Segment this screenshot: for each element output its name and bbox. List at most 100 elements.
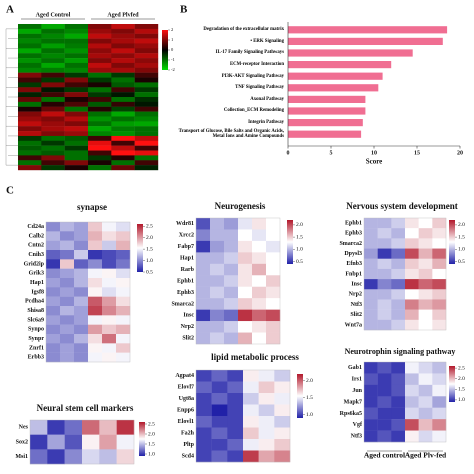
colorbar-tick-label: 1 (171, 37, 173, 42)
heatmap-cell (116, 334, 131, 344)
colorbar-tick-label: -1 (171, 57, 175, 62)
heatmap-cell (391, 258, 406, 270)
heatmap-cell (41, 97, 65, 103)
heatmap-cell (88, 38, 112, 44)
heatmap-cell (266, 252, 281, 265)
heatmap-cell (111, 28, 135, 34)
heatmap-cell (18, 62, 42, 68)
heatmap-cell (18, 116, 42, 122)
row-label: Slit2 (182, 336, 194, 342)
heatmap-cell (102, 268, 117, 279)
row-label: Enpp6 (177, 408, 194, 414)
heatmap-cell (405, 362, 419, 374)
heatmap-frame (29, 419, 135, 465)
heatmap-cell (64, 24, 89, 30)
heatmap-cell (64, 62, 89, 68)
heatmap-cell (88, 240, 103, 251)
heatmap-cell (196, 381, 212, 394)
heatmap-cell (134, 126, 159, 132)
heatmap-cell (64, 58, 89, 64)
row-label: Elovl7 (178, 385, 194, 391)
heatmap-cell (41, 33, 65, 39)
heatmap-cell (88, 231, 103, 241)
heatmap-cell (418, 319, 433, 331)
group-label: Aged Control (36, 12, 71, 18)
heatmap-cell (88, 87, 112, 93)
heatmap-cell (432, 238, 447, 249)
heatmap-cell (30, 420, 48, 435)
row-label: Smarca2 (339, 241, 362, 247)
heatmap-cell (116, 250, 131, 260)
heatmap-cell (210, 252, 225, 265)
row-label: Efnb3 (346, 261, 362, 267)
row-label: Insc (183, 313, 194, 319)
heatmap-cell (46, 352, 61, 363)
heatmap-cell (88, 278, 103, 288)
heatmap-cell (227, 416, 244, 428)
heatmap-cell (111, 155, 135, 161)
x-tick-label: 10 (371, 150, 377, 156)
category-label: Degradation of the extracellular matrix (203, 27, 284, 33)
heatmap-cell (64, 155, 89, 161)
heatmap-cell (238, 275, 253, 287)
heatmap-cell (432, 279, 447, 290)
heatmap-cell (18, 87, 42, 93)
heatmap-cell (432, 218, 447, 229)
heatmap-cell (134, 38, 159, 44)
heatmap-cell (196, 393, 212, 405)
heatmap-cell (111, 87, 135, 93)
heatmap-cell (82, 434, 100, 450)
row-label: Agpat4 (175, 373, 194, 379)
heatmap-cell (196, 439, 212, 451)
heatmap-cell (64, 43, 89, 49)
heatmap-cell (88, 58, 112, 64)
heatmap-cell (116, 287, 131, 297)
heatmap-cell (134, 82, 159, 88)
heatmap-cell (88, 140, 112, 146)
heatmap-cell (243, 439, 259, 451)
heatmap-cell (64, 150, 89, 156)
heatmap-cell (134, 121, 159, 127)
heatmap-frame (363, 361, 447, 443)
heatmap-cell (196, 370, 212, 382)
heatmap-cell (30, 434, 48, 450)
colorbar-tick-label: 1.0 (146, 258, 153, 264)
heatmap-cell (18, 82, 42, 88)
x-tick-label: 15 (414, 150, 420, 156)
colorbar-tick-label: 2 (171, 27, 173, 32)
heatmap-cell (418, 430, 433, 443)
heatmap-cell (64, 33, 89, 39)
heatmap-cell (116, 259, 131, 269)
heatmap-cell (18, 53, 42, 59)
heatmap-cell (64, 101, 89, 107)
row-label: Ephb1 (345, 220, 362, 226)
heatmap-cell (418, 268, 433, 280)
heatmap-cell (18, 160, 42, 166)
heatmap-cell (41, 92, 65, 98)
row-label: Vgf (353, 422, 363, 428)
heatmap-cell (41, 43, 65, 49)
heatmap-cell (405, 430, 419, 443)
heatmap-cell (227, 427, 244, 440)
colorbar-tick-label: 1.5 (458, 387, 465, 393)
heatmap-cell (377, 384, 392, 397)
bar (288, 61, 392, 69)
heatmap-cell (60, 315, 75, 325)
heatmap-cell (46, 259, 61, 269)
row-label: Elovl1 (178, 419, 194, 425)
heatmap-cell (364, 373, 378, 386)
row-label: Cnih3 (28, 252, 44, 258)
heatmap-cell (377, 289, 392, 300)
heatmap-cell (88, 135, 112, 141)
heatmap-title: Neurogenesis (215, 201, 266, 211)
heatmap-cell (60, 250, 75, 260)
heatmap-cell (18, 165, 42, 171)
heatmap-cell (134, 101, 159, 107)
heatmap-cell (88, 101, 112, 107)
row-label: Nrp2 (181, 324, 194, 330)
heatmap-cell (196, 218, 211, 230)
heatmap-cell (102, 296, 117, 307)
heatmap-cell (88, 121, 112, 127)
row-label: Msi1 (15, 454, 28, 460)
panel-label: B (180, 4, 188, 16)
